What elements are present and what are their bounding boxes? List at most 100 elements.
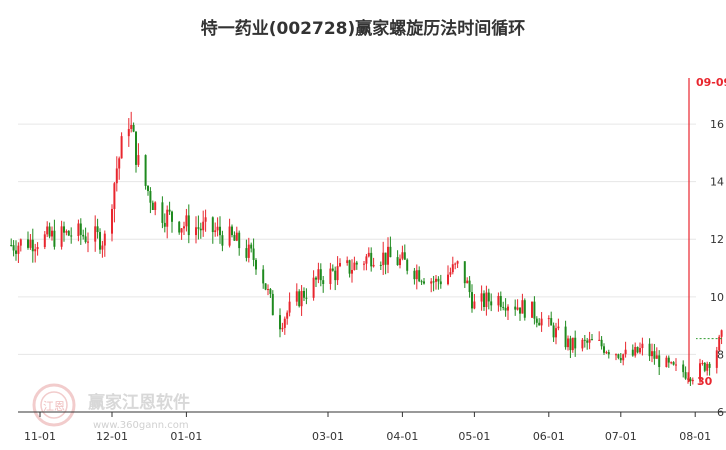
- candle: [34, 243, 37, 263]
- candle: [288, 292, 291, 317]
- candle-body: [183, 226, 185, 229]
- x-tick-label: 08-01: [679, 430, 711, 443]
- candle: [178, 220, 181, 235]
- candle-body: [166, 209, 169, 227]
- candle-body: [540, 318, 543, 326]
- candle-body: [87, 241, 89, 243]
- candle-body: [519, 307, 521, 314]
- candle: [480, 285, 483, 311]
- candle-body: [99, 232, 101, 250]
- candle-body: [634, 346, 637, 356]
- y-tick-label: 8: [717, 348, 724, 361]
- candle: [581, 338, 584, 352]
- candle-body: [101, 245, 104, 250]
- candle: [271, 290, 274, 316]
- candle-body: [720, 330, 723, 337]
- candle-body: [622, 354, 625, 361]
- cycle-date-label: 09-09: [696, 76, 726, 89]
- cycle-count-label: 30: [697, 375, 713, 388]
- candle: [322, 276, 325, 293]
- candle: [286, 310, 289, 325]
- candle: [552, 322, 555, 342]
- candle-body: [483, 293, 485, 308]
- candle-body: [214, 230, 217, 233]
- candle: [555, 322, 557, 345]
- candle: [51, 226, 53, 241]
- candle: [151, 200, 154, 211]
- candle-body: [447, 274, 449, 285]
- candle-body: [348, 260, 351, 274]
- candle-body: [180, 228, 183, 233]
- candle-body: [264, 283, 267, 290]
- candle-body: [435, 278, 437, 282]
- candle-body: [682, 364, 685, 373]
- candle: [245, 239, 248, 262]
- candle: [202, 210, 205, 237]
- candle: [502, 301, 505, 311]
- candle: [351, 259, 353, 283]
- candle: [521, 293, 524, 314]
- candle: [706, 361, 709, 376]
- candle-body: [353, 262, 356, 270]
- candle-body: [63, 226, 65, 233]
- candle-body: [490, 301, 493, 306]
- candle: [708, 362, 711, 376]
- candle-body: [267, 289, 269, 291]
- candle: [103, 230, 106, 257]
- candle: [166, 205, 169, 239]
- candle-body: [502, 306, 505, 308]
- candle-body: [706, 363, 709, 371]
- candle-body: [648, 343, 651, 357]
- candle: [699, 358, 701, 384]
- candle-body: [219, 226, 221, 236]
- candle: [567, 335, 569, 351]
- candle-body: [466, 280, 469, 284]
- candle-body: [552, 325, 555, 338]
- candle: [701, 360, 704, 366]
- candle: [665, 355, 668, 368]
- candle: [336, 256, 339, 285]
- candle-body: [185, 215, 188, 227]
- candle: [348, 259, 351, 278]
- candle-body: [699, 363, 701, 380]
- candle: [96, 218, 99, 239]
- candle-body: [655, 355, 658, 359]
- candle-body: [103, 233, 106, 246]
- candle: [639, 342, 641, 355]
- candle: [53, 219, 56, 250]
- candle-body: [718, 336, 721, 351]
- candle-body: [255, 259, 257, 270]
- candle: [396, 250, 399, 266]
- candle: [490, 293, 493, 312]
- candle-body: [79, 223, 82, 235]
- candle-body: [118, 158, 121, 169]
- candle: [497, 292, 500, 312]
- candle-body: [507, 306, 509, 311]
- candle: [435, 275, 437, 290]
- candle: [675, 358, 677, 371]
- candle: [406, 258, 409, 275]
- candle-body: [497, 295, 500, 306]
- candle-body: [84, 236, 87, 242]
- candle-body: [211, 217, 214, 233]
- x-tick-label: 12-01: [96, 430, 128, 443]
- candle-body: [351, 269, 353, 274]
- candle-body: [132, 124, 135, 132]
- candle-body: [305, 297, 308, 299]
- candle: [211, 216, 214, 244]
- y-tick-label: 10: [710, 291, 724, 304]
- candle: [197, 215, 200, 240]
- candle-body: [262, 269, 265, 284]
- candle-body: [204, 217, 207, 222]
- candle: [367, 247, 370, 258]
- candle: [63, 221, 65, 242]
- candle-body: [619, 357, 622, 361]
- candle: [130, 111, 133, 133]
- candle: [118, 156, 121, 180]
- candle-body: [480, 293, 483, 302]
- candle-body: [250, 244, 253, 249]
- candle: [195, 216, 197, 244]
- candle-body: [115, 168, 118, 184]
- candle-body: [82, 234, 85, 237]
- candle-body: [588, 339, 591, 343]
